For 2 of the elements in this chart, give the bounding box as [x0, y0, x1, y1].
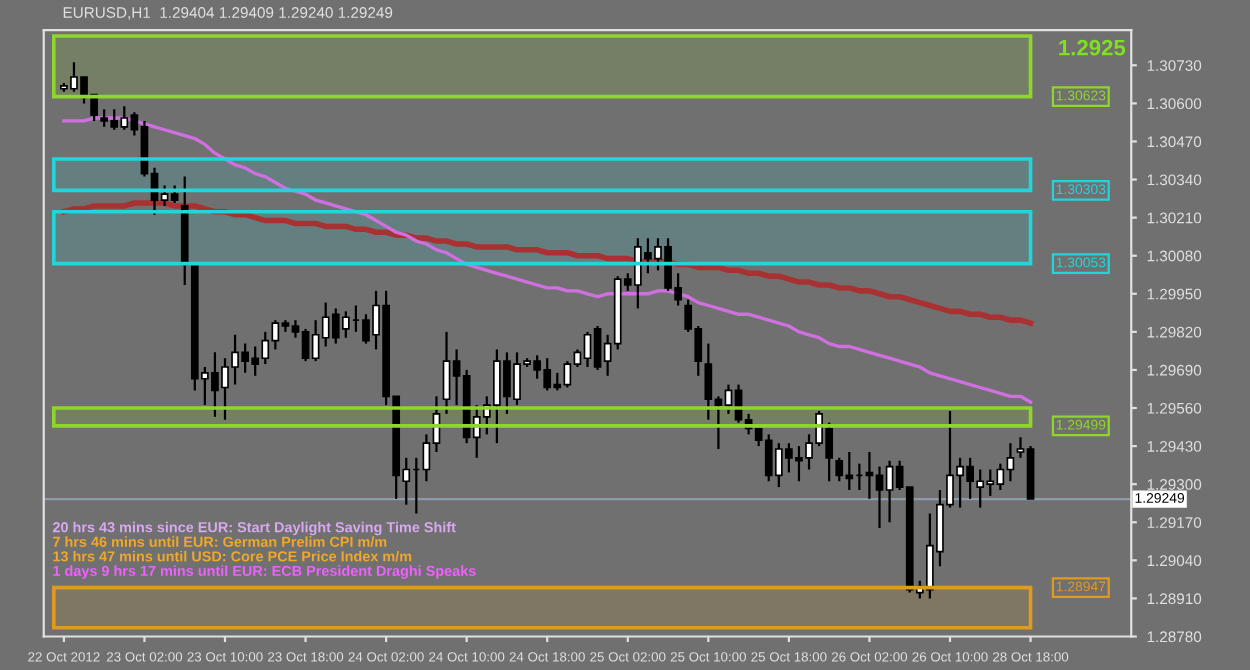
line-series — [62, 116, 1033, 404]
text: 1.2925 — [1059, 39, 1126, 56]
